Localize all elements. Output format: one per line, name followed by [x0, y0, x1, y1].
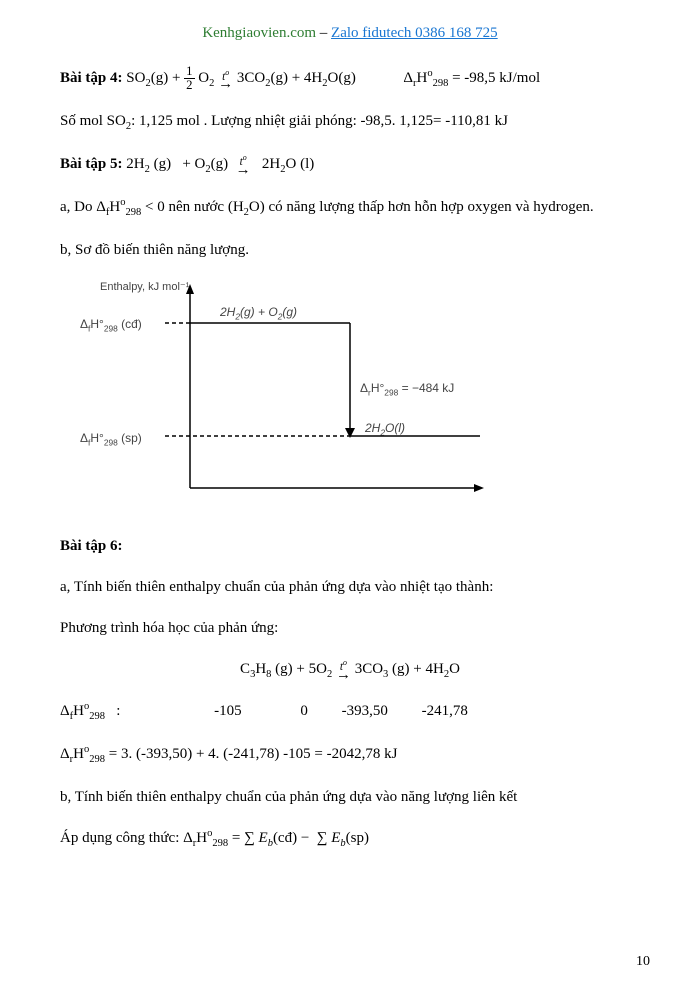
page-number: 10	[636, 954, 650, 970]
zalo-link[interactable]: Zalo fidutech 0386 168 725	[331, 25, 498, 41]
ex6-label: Bài tập 6:	[60, 533, 640, 560]
ex4-line2: Số mol SO2: 1,125 mol . Lượng nhiệt giải…	[60, 108, 640, 137]
ex5-label: Bài tập 5:	[60, 156, 123, 172]
sp-label: ΔfH°298 (sp)	[80, 428, 142, 451]
cd-label: ΔfH°298 (cđ)	[80, 314, 142, 337]
ex5-eq: 2H2 (g) + O2(g)	[126, 156, 235, 172]
fraction-half: 1 2	[184, 65, 194, 92]
site-name: Kenhgiaovien.com	[202, 25, 316, 41]
ex5-line-a: a, Do ΔfHo298 < 0 nên nước (H2O) có năng…	[60, 194, 640, 223]
ex4-o2: O2	[198, 70, 218, 86]
ex4-line1: Bài tập 4: SO2(g) + 1 2 O2 to → 3CO2(g) …	[60, 65, 640, 94]
ex6-phuong: Phương trình hóa học của phản ứng:	[60, 615, 640, 642]
ex4-products: 3CO2(g) + 4H2O(g)	[237, 70, 356, 86]
reaction-arrow: to →	[218, 70, 233, 88]
products-label: 2H2O(l)	[365, 418, 405, 441]
ex6-equation: C3H8 (g) + 5O2 to → 3CO3 (g) + 4H2O	[60, 656, 640, 685]
ex5-products: 2H2O (l)	[254, 156, 314, 172]
ex5-line1: Bài tập 5: 2H2 (g) + O2(g) to → 2H2O (l)	[60, 151, 640, 180]
reaction-arrow-3: to →	[336, 660, 351, 678]
energy-diagram: Enthalpy, kJ mol⁻¹ 2H2(g) + O2(g) ΔfH°29…	[60, 278, 490, 503]
page-header: Kenhgiaovien.com – Zalo fidutech 0386 16…	[60, 20, 640, 47]
header-dash: –	[316, 25, 331, 41]
reaction-arrow-2: to →	[236, 155, 251, 173]
ex6-line-a: a, Tính biến thiên enthalpy chuẩn của ph…	[60, 574, 640, 601]
page-content: Kenhgiaovien.com – Zalo fidutech 0386 16…	[0, 0, 700, 888]
ex5-line-b: b, Sơ đồ biến thiên năng lượng.	[60, 237, 640, 264]
ex6-line-b: b, Tính biến thiên enthalpy chuẩn của ph…	[60, 784, 640, 811]
delta-h-label: ΔrH°298 = −484 kJ	[360, 378, 454, 401]
y-axis-label: Enthalpy, kJ mol⁻¹	[100, 278, 189, 298]
ex6-formula: Áp dụng công thức: ΔrHo298 = ∑ Eb(cđ) − …	[60, 825, 640, 854]
ex6-calc: ΔrHo298 = 3. (-393,50) + 4. (-241,78) -1…	[60, 741, 640, 770]
ex4-eq-left: SO2(g) +	[126, 70, 184, 86]
ex4-label: Bài tập 4:	[60, 70, 123, 86]
ex4-delta: ΔrHo298 = -98,5 kJ/mol	[403, 70, 540, 86]
ex6-values: ΔfHo298 : -105 0 -393,50 -241,78	[60, 698, 640, 727]
reactants-label: 2H2(g) + O2(g)	[220, 302, 297, 325]
energy-diagram-wrap: Enthalpy, kJ mol⁻¹ 2H2(g) + O2(g) ΔfH°29…	[60, 278, 640, 503]
